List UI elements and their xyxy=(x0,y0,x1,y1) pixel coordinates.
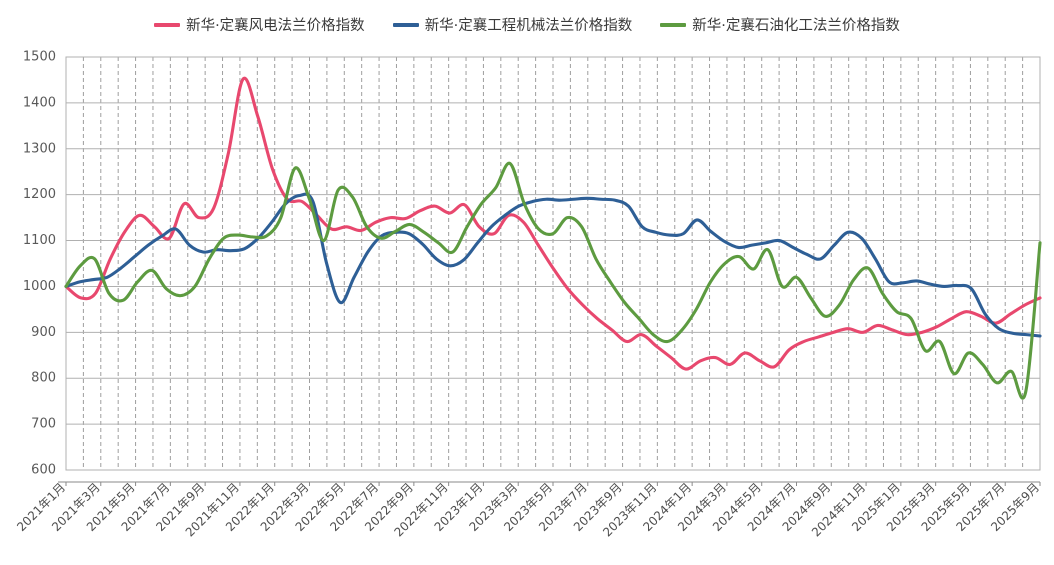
y-axis-tick-label: 1000 xyxy=(23,279,56,294)
y-axis-tick-label: 1400 xyxy=(23,95,56,110)
y-axis-tick-label: 800 xyxy=(31,371,56,386)
y-axis-tick-label: 1500 xyxy=(23,50,56,65)
y-axis-tick-label: 1300 xyxy=(23,141,56,156)
y-axis-tick-label: 1100 xyxy=(23,233,56,248)
series-line-2 xyxy=(64,161,1042,400)
plot-border xyxy=(65,56,1041,471)
y-axis-tick-label: 1200 xyxy=(23,187,56,202)
y-axis-tick-label: 700 xyxy=(31,417,56,432)
series-line-0 xyxy=(64,76,1042,371)
y-axis-tick-label: 600 xyxy=(31,463,56,478)
series-line-1 xyxy=(64,192,1042,338)
y-axis-tick-label: 900 xyxy=(31,325,56,340)
